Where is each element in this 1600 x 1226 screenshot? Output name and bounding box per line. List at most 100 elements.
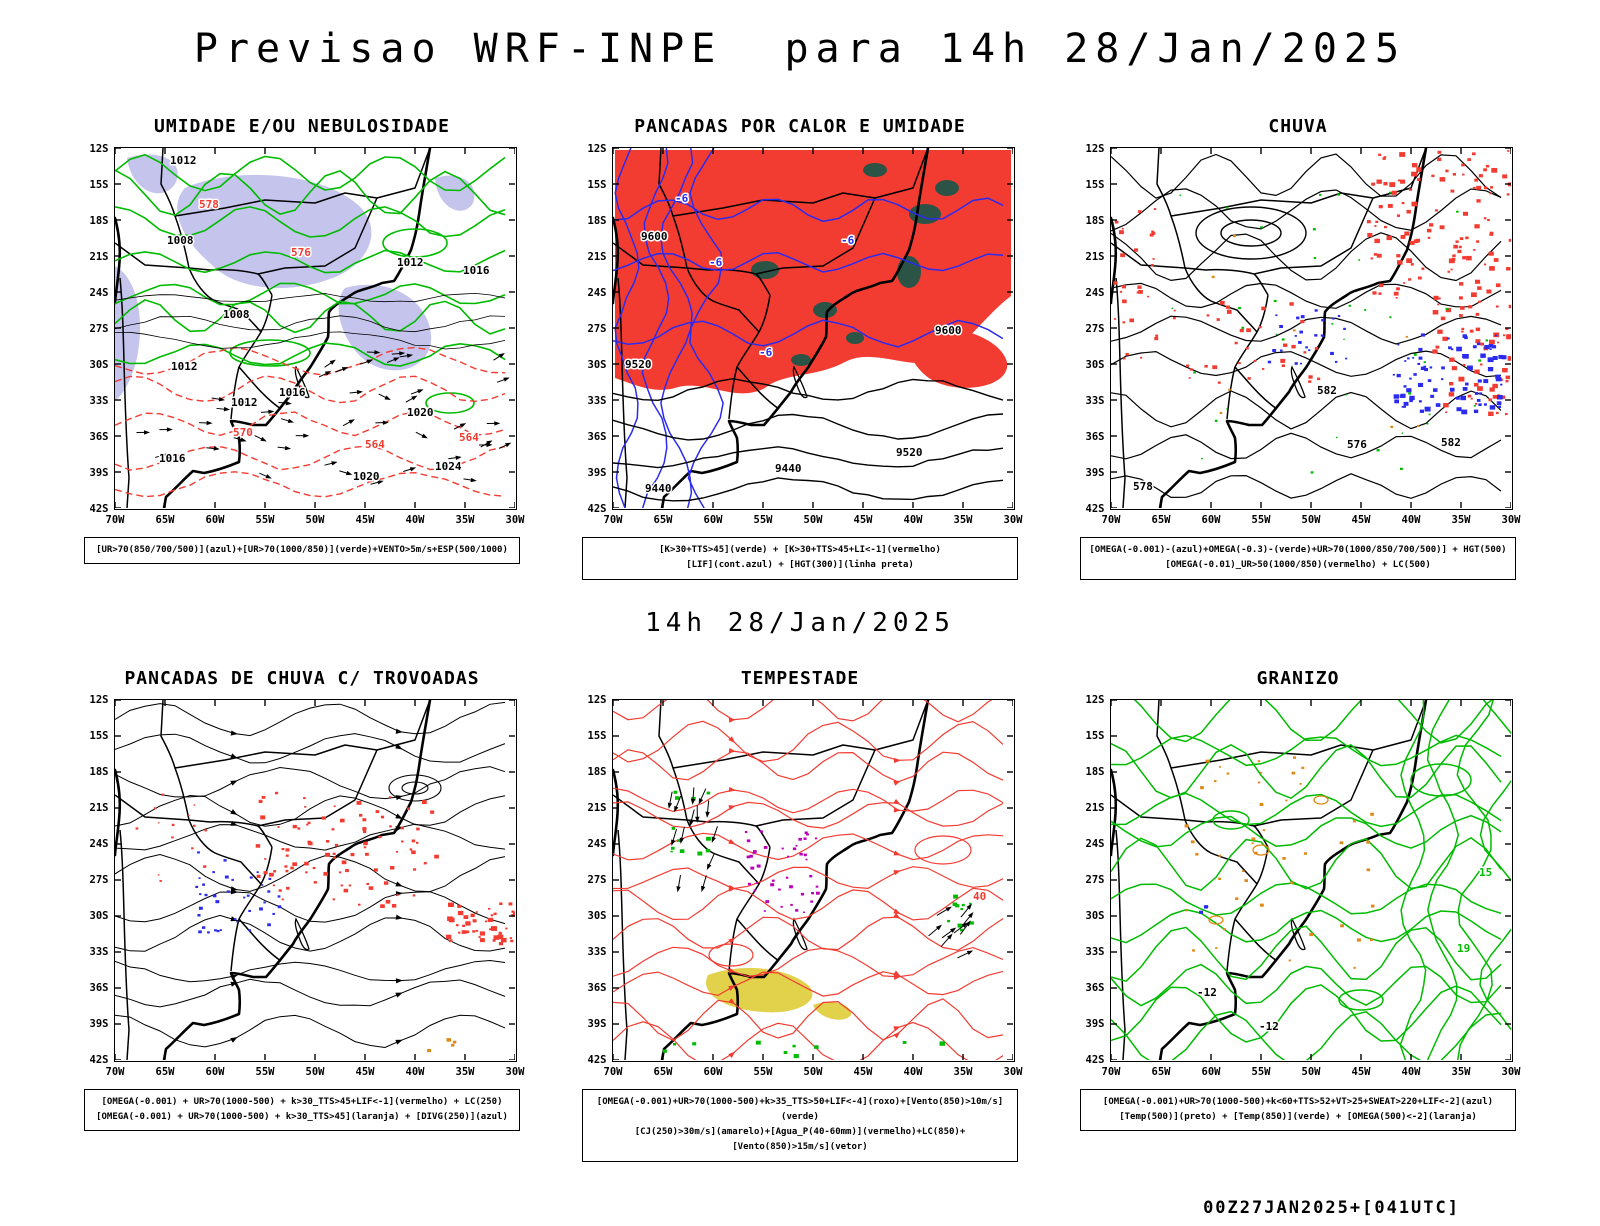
lon-tick-label: 40W [904,1067,923,1078]
lon-tick-label: 50W [804,515,823,526]
lon-tick-label: 60W [704,1067,723,1078]
contour-label: -12 [1259,1020,1279,1033]
lat-tick-label: 36S [90,983,109,994]
lat-tick-label: 27S [90,875,109,886]
weather-map-trovoadas [115,700,515,1060]
lon-tick-label: 30W [1502,1067,1521,1078]
contour-label: 570 [233,426,253,439]
lat-tick-label: 24S [588,287,607,298]
lat-tick-label: 24S [90,287,109,298]
lat-tick-label: 24S [90,839,109,850]
map-frame [114,699,517,1062]
lat-tick-label: 39S [588,1019,607,1030]
lon-tick-label: 70W [106,515,125,526]
contour-label: 576 [291,246,311,259]
lat-tick-label: 18S [90,215,109,226]
lat-tick-label: 27S [1086,323,1105,334]
lat-tick-label: 36S [588,431,607,442]
contour-label: 582 [1441,436,1461,449]
caption-line: [K>30+TTS>45](verde) + [K>30+TTS>45+LI<-… [591,543,1009,558]
contour-label: 1016 [159,452,186,465]
lon-tick-label: 50W [1302,515,1321,526]
lat-tick-label: 15S [90,179,109,190]
lon-tick-label: 55W [256,515,275,526]
lon-tick-label: 65W [156,1067,175,1078]
panel-title-chuva: CHUVA [1268,116,1327,137]
caption-line: [OMEGA(-0.001)+UR>70(1000-500)+k>35_TTS>… [591,1095,1009,1126]
lat-tick-label: 24S [1086,839,1105,850]
caption-line: [OMEGA(-0.001)+UR>70(1000-500)+k<60+TTS>… [1089,1095,1507,1110]
lon-tick-label: 60W [206,1067,225,1078]
contour-label: 582 [1317,384,1337,397]
frame-tickmarks [1111,700,1511,1060]
contour-label: 1012 [170,154,197,167]
contour-label: 1008 [223,308,250,321]
caption-line: [LIF](cont.azul) + [HGT(300)](linha pret… [591,558,1009,573]
lat-tick-label: 33S [1086,395,1105,406]
panel-title-trovoadas: PANCADAS DE CHUVA C/ TROVOADAS [124,668,479,689]
lon-tick-label: 65W [1152,515,1171,526]
panel-title-granizo: GRANIZO [1257,668,1340,689]
lon-tick-label: 35W [1452,515,1471,526]
lat-tick-label: 12S [1086,143,1105,154]
contour-label: 1016 [463,264,490,277]
lat-tick-label: 21S [1086,251,1105,262]
lat-tick-label: 42S [1086,1055,1105,1066]
lat-tick-label: 12S [90,695,109,706]
lat-tick-label: 27S [588,323,607,334]
lon-tick-label: 50W [306,515,325,526]
panel-title-umidade: UMIDADE E/OU NEBULOSIDADE [154,116,450,137]
lat-tick-label: 18S [588,767,607,778]
lon-tick-label: 50W [1302,1067,1321,1078]
lat-tick-label: 39S [90,1019,109,1030]
lat-tick-label: 15S [588,179,607,190]
lon-tick-label: 45W [1352,515,1371,526]
lon-tick-label: 60W [206,515,225,526]
lat-tick-label: 33S [90,395,109,406]
panel-title-tempestade: TEMPESTADE [741,668,859,689]
run-timestamp: 00Z27JAN2025+[041UTC] [1203,1198,1460,1218]
lat-tick-label: 30S [1086,911,1105,922]
lon-tick-label: 55W [256,1067,275,1078]
lat-tick-label: 39S [588,467,607,478]
lon-tick-label: 50W [804,1067,823,1078]
caption-line: [OMEGA(-0.001) + UR>70(1000-500) + k>30_… [93,1095,511,1110]
lon-tick-label: 45W [854,515,873,526]
lat-tick-label: 33S [588,395,607,406]
lon-tick-label: 40W [406,515,425,526]
lon-tick-label: 35W [456,1067,475,1078]
lat-tick-label: 21S [90,251,109,262]
lat-tick-label: 12S [588,143,607,154]
lat-tick-label: 15S [90,731,109,742]
lon-tick-label: 35W [1452,1067,1471,1078]
legend-caption-pancadas-calor: [K>30+TTS>45](verde) + [K>30+TTS>45+LI<-… [582,537,1018,580]
lat-tick-label: 33S [90,947,109,958]
lon-tick-label: 60W [1202,515,1221,526]
lon-tick-label: 30W [1004,1067,1023,1078]
instability-shading [615,150,1011,393]
contour-label: -6 [675,192,689,205]
frame-tickmarks [115,700,515,1060]
panel-title-pancadas-calor: PANCADAS POR CALOR E UMIDADE [634,116,965,137]
contour-label: 1008 [167,234,194,247]
caption-line: [OMEGA(-0.001)-(azul)+OMEGA(-0.3)-(verde… [1089,543,1507,558]
lat-tick-label: 42S [588,1055,607,1066]
lat-tick-label: 42S [90,503,109,514]
contour-label: 1024 [435,460,462,473]
lon-tick-label: 65W [156,515,175,526]
contour-label: 1012 [171,360,198,373]
contour-label: 9520 [896,446,923,459]
contour-label: 578 [199,198,219,211]
lon-tick-label: 30W [1502,515,1521,526]
valid-time-label: 14h 28/Jan/2025 [56,608,1544,638]
contour-label: 40 [973,890,986,903]
lat-tick-label: 36S [1086,983,1105,994]
lon-tick-label: 35W [954,515,973,526]
contour-label: 564 [365,438,385,451]
